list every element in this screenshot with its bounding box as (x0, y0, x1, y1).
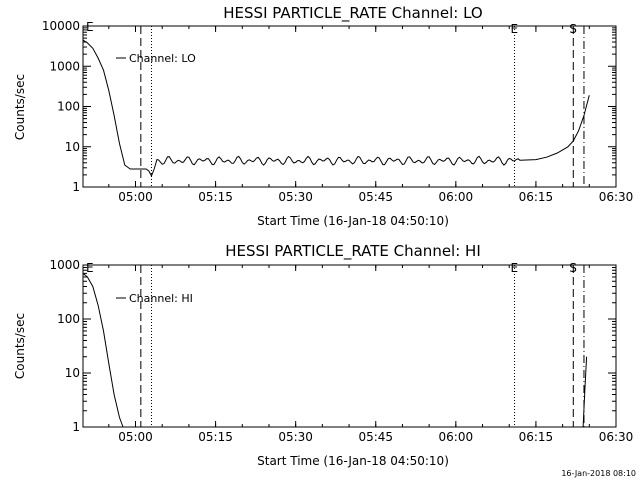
event-label-hi: E (511, 261, 519, 275)
series-line-hi (82, 273, 124, 428)
x-tick-label-hi: 06:15 (519, 430, 554, 444)
series-line-hi (582, 356, 588, 428)
x-axis-label-hi: Start Time (16-Jan-18 04:50:10) (257, 454, 449, 468)
series-lo (82, 39, 590, 177)
x-tick-label-lo: 05:45 (358, 190, 393, 204)
y-tick-label-lo: 1 (72, 180, 80, 194)
x-tick-label-hi: 05:30 (278, 430, 313, 444)
event-label-hi: S (569, 261, 577, 275)
y-tick-label-hi: 1000 (49, 258, 80, 272)
y-tick-label-lo: 1000 (49, 59, 80, 73)
x-tick-label-hi: 05:45 (358, 430, 393, 444)
series-line-lo (82, 39, 590, 177)
x-tick-label-lo: 05:15 (198, 190, 233, 204)
x-tick-label-lo: 06:15 (519, 190, 554, 204)
x-tick-label-hi: 06:30 (599, 430, 634, 444)
y-tick-label-lo: 100 (57, 100, 80, 114)
chart-title-hi: HESSI PARTICLE_RATE Channel: HI (225, 242, 481, 261)
x-tick-label-hi: 06:00 (439, 430, 474, 444)
y-axis-ticks-hi: 1 10 100 1000 (49, 258, 616, 434)
y-tick-label-lo: 10 (65, 140, 80, 154)
plot-frame-lo (82, 25, 617, 188)
x-tick-label-hi: 05:15 (198, 430, 233, 444)
x-tick-label-lo: 06:30 (599, 190, 634, 204)
start-marker-hi: E (86, 261, 94, 275)
y-tick-label-hi: 1 (72, 420, 80, 434)
legend-label-hi: Channel: HI (129, 292, 193, 305)
y-tick-label-lo: 10000 (42, 19, 80, 33)
y-axis-ticks-lo: 1 10 100 1000 10000 (42, 19, 616, 194)
x-tick-label-hi: 05:00 (118, 430, 153, 444)
plot-frame-hi (82, 264, 617, 428)
y-axis-label-hi: Counts/sec (13, 313, 27, 379)
x-axis-label-lo: Start Time (16-Jan-18 04:50:10) (257, 214, 449, 228)
series-hi (82, 273, 588, 428)
event-label-lo: S (569, 22, 577, 36)
legend-label-lo: Channel: LO (129, 52, 196, 65)
x-tick-label-lo: 05:30 (278, 190, 313, 204)
y-axis-label-lo: Counts/sec (13, 74, 27, 140)
x-tick-label-lo: 06:00 (439, 190, 474, 204)
y-tick-label-hi: 10 (65, 366, 80, 380)
event-label-lo: E (511, 22, 519, 36)
x-tick-label-lo: 05:00 (118, 190, 153, 204)
y-tick-label-hi: 100 (57, 312, 80, 326)
x-axis-ticks-lo: 05:00 05:15 05:30 05:45 06:00 06:15 06:30 (108, 26, 634, 204)
x-axis-ticks-hi: 05:00 05:15 05:30 05:45 06:00 06:15 06:30 (108, 265, 634, 444)
start-marker-lo: E (86, 20, 94, 34)
chart-title-lo: HESSI PARTICLE_RATE Channel: LO (223, 4, 482, 23)
footer-timestamp: 16-Jan-2018 08:10 (561, 469, 636, 478)
